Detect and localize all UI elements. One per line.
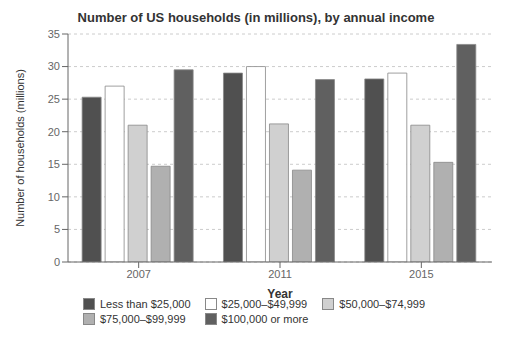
svg-text:Number of households (millions: Number of households (millions) (14, 69, 26, 227)
html-text:$100,000 or more: $100,000 or more (221, 313, 309, 325)
svg-text:30: 30 (48, 60, 60, 72)
html-text:$75,000–$99,999: $75,000–$99,999 (100, 313, 186, 325)
svg-text:0: 0 (54, 256, 60, 268)
svg-text:2007: 2007 (126, 268, 150, 280)
svg-text:15: 15 (48, 158, 60, 170)
html-text:Less than $25,000: Less than $25,000 (100, 298, 191, 310)
svg-text:20: 20 (48, 126, 60, 138)
svg-text:5: 5 (54, 223, 60, 235)
html-text:$25,000–$49,999: $25,000–$49,999 (221, 298, 308, 310)
svg-text:Year: Year (267, 287, 293, 301)
svg-text:35: 35 (48, 28, 60, 40)
svg-text:10: 10 (48, 191, 60, 203)
svg-text:2015: 2015 (409, 268, 433, 280)
svg-text:2011: 2011 (268, 268, 292, 280)
svg-text:25: 25 (48, 93, 60, 105)
html-text:Number of US households (in mi: Number of US households (in millions), b… (77, 10, 435, 25)
html-text:$50,000–$74,999: $50,000–$74,999 (339, 298, 425, 310)
